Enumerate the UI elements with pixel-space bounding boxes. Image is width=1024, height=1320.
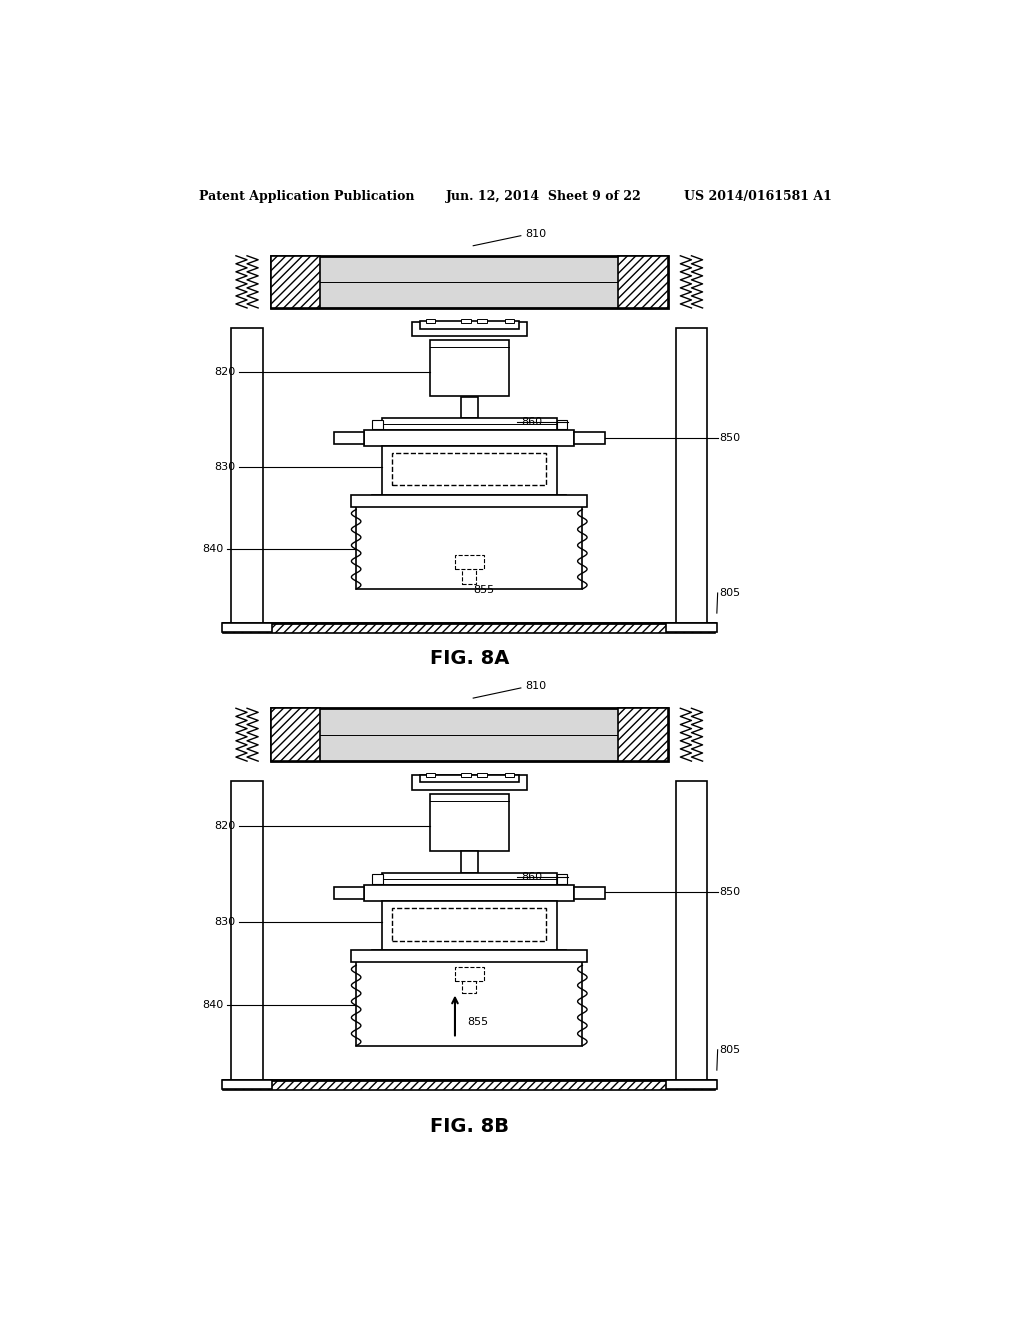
Bar [270, 709, 668, 762]
Bar [426, 319, 435, 323]
Text: 860: 860 [521, 873, 542, 882]
Text: 855: 855 [467, 1018, 488, 1027]
Bar [420, 775, 519, 783]
Bar [676, 329, 708, 623]
Bar [412, 775, 526, 789]
Bar [334, 887, 365, 899]
Bar [356, 954, 583, 1045]
Text: Patent Application Publication: Patent Application Publication [200, 190, 415, 202]
Bar [430, 341, 509, 396]
Bar [461, 397, 478, 418]
Bar [618, 709, 668, 762]
Bar [557, 874, 567, 884]
Bar [351, 950, 587, 962]
Bar [223, 623, 715, 634]
Bar [373, 495, 566, 504]
Text: 830: 830 [214, 462, 236, 471]
Bar [477, 772, 486, 776]
Text: Jun. 12, 2014  Sheet 9 of 22: Jun. 12, 2014 Sheet 9 of 22 [445, 190, 641, 202]
Bar [373, 950, 566, 961]
Bar [430, 793, 509, 850]
Bar [356, 499, 583, 589]
Bar [557, 420, 567, 429]
Text: 805: 805 [719, 587, 740, 598]
Bar [365, 886, 574, 900]
Bar [455, 554, 483, 569]
Bar [365, 430, 574, 446]
Bar [676, 781, 708, 1080]
Bar [574, 433, 604, 444]
Text: 810: 810 [524, 228, 546, 239]
Bar [461, 772, 471, 776]
Bar [221, 623, 272, 632]
Bar [382, 873, 557, 886]
Text: 810: 810 [524, 681, 546, 690]
Bar [270, 256, 321, 308]
Bar [412, 322, 526, 337]
Bar [666, 623, 717, 632]
Text: 820: 820 [214, 367, 236, 378]
Bar [231, 329, 263, 623]
Bar [461, 319, 471, 323]
Text: 830: 830 [214, 916, 236, 927]
Text: 855: 855 [473, 585, 495, 595]
Bar [666, 1080, 717, 1089]
Bar [221, 1080, 272, 1089]
Bar [392, 908, 546, 941]
Text: FIG. 8B: FIG. 8B [430, 1117, 509, 1135]
Text: 850: 850 [719, 433, 740, 442]
Bar [231, 781, 263, 1080]
Bar [373, 874, 383, 884]
Bar [334, 433, 365, 444]
Bar [477, 319, 486, 323]
Text: 840: 840 [202, 544, 223, 554]
Bar [382, 900, 557, 954]
Text: US 2014/0161581 A1: US 2014/0161581 A1 [684, 190, 831, 202]
Text: FIG. 8A: FIG. 8A [429, 649, 509, 668]
Bar [223, 1080, 715, 1090]
Bar [382, 418, 557, 430]
Text: 840: 840 [202, 1001, 223, 1010]
Text: 820: 820 [214, 821, 236, 832]
Bar [392, 453, 546, 486]
Bar [270, 256, 668, 308]
Bar [351, 495, 587, 507]
Bar [618, 256, 668, 308]
Bar [462, 974, 476, 993]
Bar [426, 772, 435, 776]
Bar [574, 887, 604, 899]
Text: 860: 860 [521, 417, 542, 428]
Bar [505, 319, 514, 323]
Bar [373, 420, 383, 429]
Bar [420, 321, 519, 329]
Bar [382, 446, 557, 499]
Bar [270, 709, 321, 762]
Bar [455, 968, 483, 982]
Bar [461, 851, 478, 873]
Text: 805: 805 [719, 1045, 740, 1055]
Bar [505, 772, 514, 776]
Text: 850: 850 [719, 887, 740, 898]
Bar [462, 562, 476, 583]
